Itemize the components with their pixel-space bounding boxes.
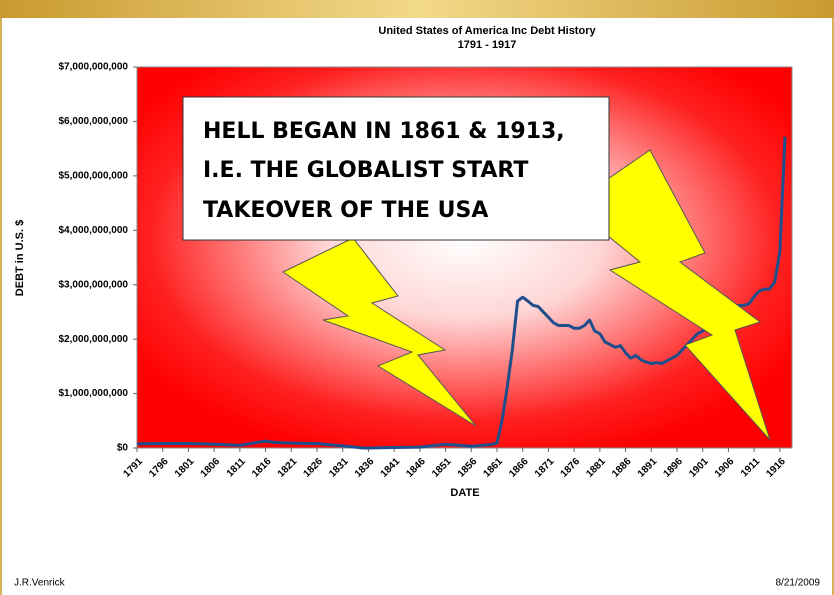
x-tick-label: 1906 <box>713 456 737 480</box>
chart-title: United States of America Inc Debt Histor… <box>378 25 596 37</box>
x-tick-label: 1816 <box>250 456 274 480</box>
annotation-line: I.E. THE GLOBALIST START <box>203 158 528 183</box>
chart-subtitle: 1791 - 1917 <box>458 39 517 51</box>
x-tick-label: 1891 <box>636 456 660 480</box>
y-tick-label: $2,000,000,000 <box>58 334 128 345</box>
x-tick-label: 1866 <box>507 456 531 480</box>
y-tick-label: $1,000,000,000 <box>58 388 128 399</box>
x-tick-label: 1856 <box>456 456 480 480</box>
x-tick-label: 1901 <box>687 456 711 480</box>
x-tick-label: 1806 <box>199 456 223 480</box>
y-tick-label: $5,000,000,000 <box>58 170 128 181</box>
x-tick-label: 1791 <box>121 456 145 480</box>
annotation-line: TAKEOVER OF THE USA <box>203 198 488 223</box>
y-tick-label: $4,000,000,000 <box>58 225 128 236</box>
y-tick-label: $0 <box>117 443 129 454</box>
x-tick-label: 1851 <box>430 456 454 480</box>
x-axis-label: DATE <box>450 487 479 499</box>
annotation-box <box>182 96 610 241</box>
lightning-bolt <box>282 237 477 427</box>
x-tick-label: 1886 <box>610 456 634 480</box>
x-tick-label: 1911 <box>739 456 762 479</box>
lightning-bolt <box>569 149 771 441</box>
footer-author: J.R.Venrick <box>14 578 66 589</box>
annotation-line: HELL BEGAN IN 1861 & 1913, <box>203 119 565 144</box>
x-tick-label: 1841 <box>379 456 403 480</box>
x-tick-label: 1801 <box>173 456 197 480</box>
x-tick-label: 1831 <box>327 456 351 480</box>
left-edge <box>0 18 2 595</box>
x-tick-label: 1836 <box>353 456 377 480</box>
y-tick-label: $6,000,000,000 <box>58 116 128 127</box>
x-tick-label: 1896 <box>661 456 685 480</box>
y-axis-label: DEBT in U.S. $ <box>14 220 26 296</box>
x-tick-label: 1881 <box>584 456 608 480</box>
y-tick-label: $7,000,000,000 <box>58 62 128 73</box>
x-tick-label: 1861 <box>481 456 505 480</box>
x-tick-label: 1876 <box>559 456 583 480</box>
top-banner <box>0 0 834 18</box>
x-tick-label: 1826 <box>301 456 325 480</box>
y-tick-label: $3,000,000,000 <box>58 279 128 290</box>
x-tick-label: 1916 <box>764 456 788 480</box>
x-tick-label: 1811 <box>225 456 248 479</box>
x-tick-label: 1846 <box>404 456 428 480</box>
x-tick-label: 1821 <box>276 456 300 480</box>
x-tick-label: 1871 <box>533 456 557 480</box>
right-edge <box>832 18 834 595</box>
footer-date: 8/21/2009 <box>776 578 821 589</box>
x-tick-label: 1796 <box>147 456 171 480</box>
